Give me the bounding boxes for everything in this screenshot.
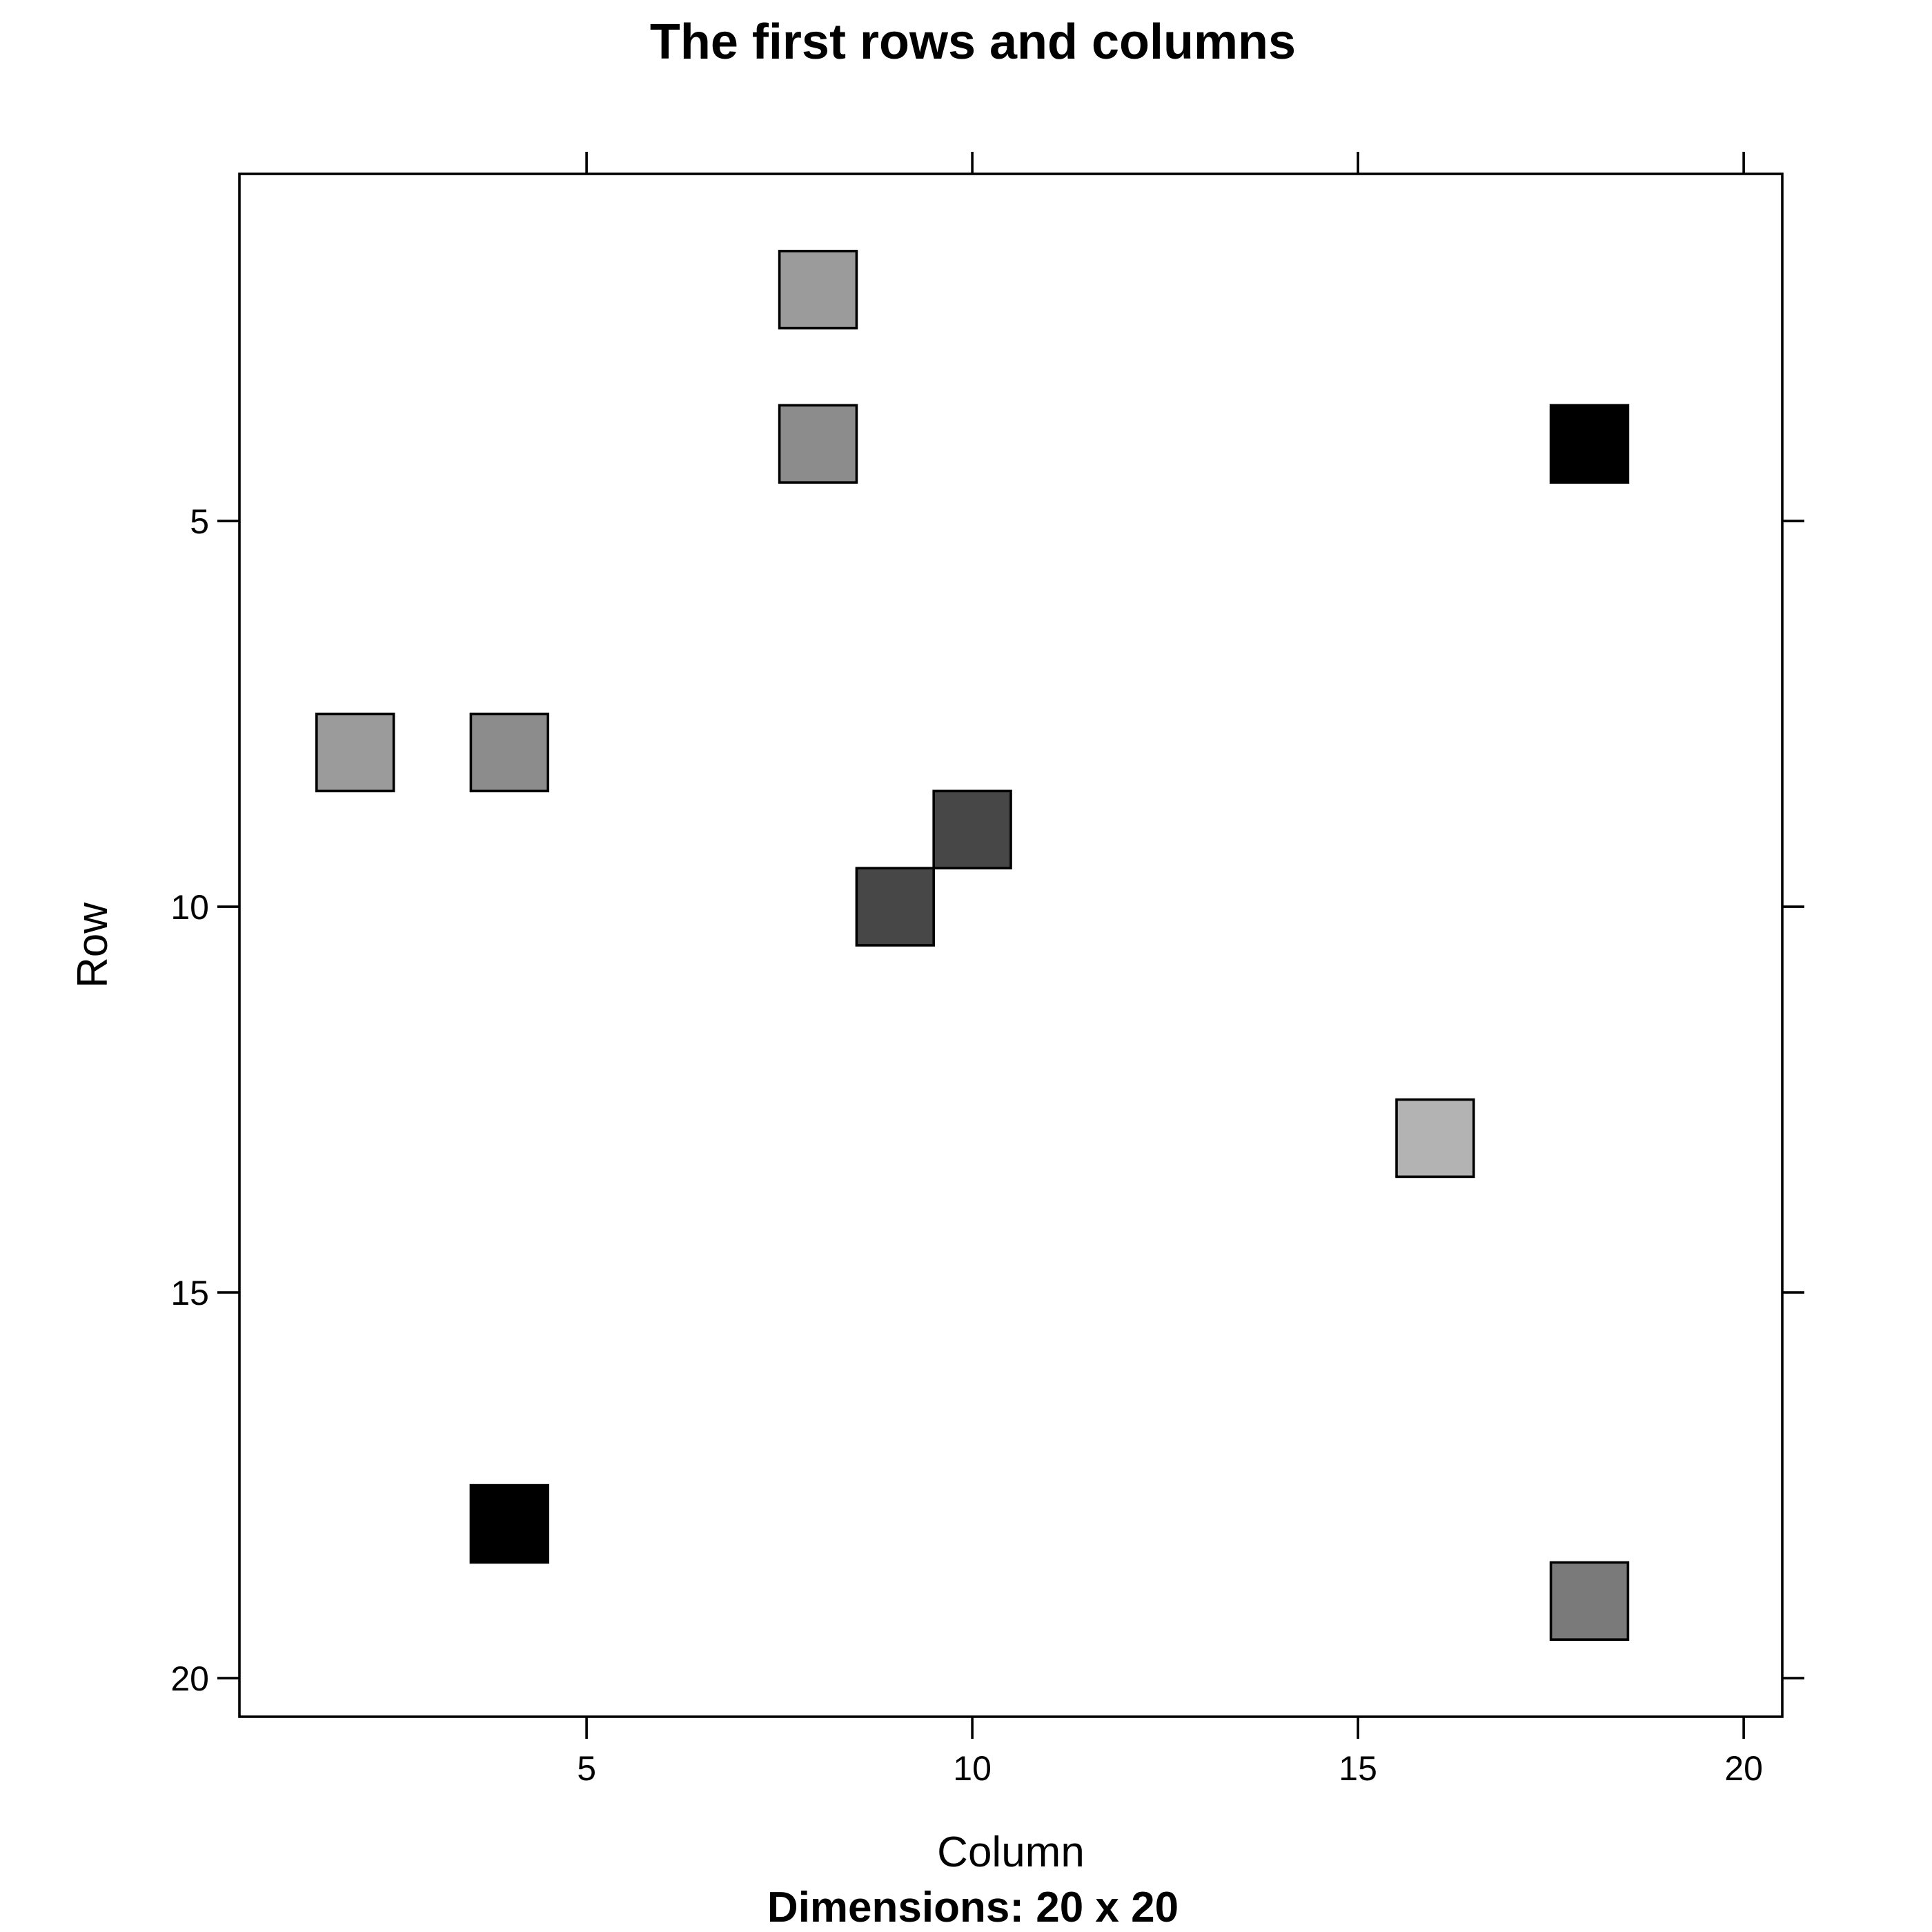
plot-frame bbox=[238, 172, 1784, 1718]
chart-subtitle: Dimensions: 20 x 20 bbox=[767, 1884, 1179, 1931]
heatmap-cell-r8-c4 bbox=[469, 712, 550, 793]
heatmap-cell-r10-c9 bbox=[855, 867, 936, 947]
y-tick-label-20: 20 bbox=[170, 1659, 209, 1698]
x-tick-label-5: 5 bbox=[577, 1749, 596, 1788]
heatmap-cell-r18-c4 bbox=[469, 1483, 550, 1564]
heatmap-cell-r4-c8 bbox=[778, 404, 858, 484]
y-tick-label-15: 15 bbox=[170, 1274, 209, 1312]
x-tick-label-15: 15 bbox=[1339, 1749, 1377, 1788]
y-axis-label: Row bbox=[69, 903, 117, 988]
heatmap-cell-r4-c18 bbox=[1549, 404, 1630, 484]
heatmap-cell-r19-c18 bbox=[1549, 1561, 1630, 1641]
heatmap-cell-r9-c10 bbox=[932, 789, 1012, 870]
heatmap-cell-r8-c2 bbox=[315, 712, 395, 793]
chart-title: The first rows and columns bbox=[650, 14, 1296, 70]
x-tick-label-10: 10 bbox=[953, 1749, 992, 1788]
y-tick-label-10: 10 bbox=[170, 888, 209, 927]
x-tick-label-20: 20 bbox=[1724, 1749, 1763, 1788]
heatmap-cell-r13-c16 bbox=[1395, 1098, 1475, 1179]
x-axis-label: Column bbox=[937, 1828, 1085, 1876]
cell-layer bbox=[315, 249, 1630, 1641]
tick-layer: 5 10 15 20 5 10 15 20 bbox=[170, 152, 1804, 1788]
y-tick-label-5: 5 bbox=[190, 502, 209, 541]
heatmap-cell-r2-c8 bbox=[778, 249, 858, 330]
